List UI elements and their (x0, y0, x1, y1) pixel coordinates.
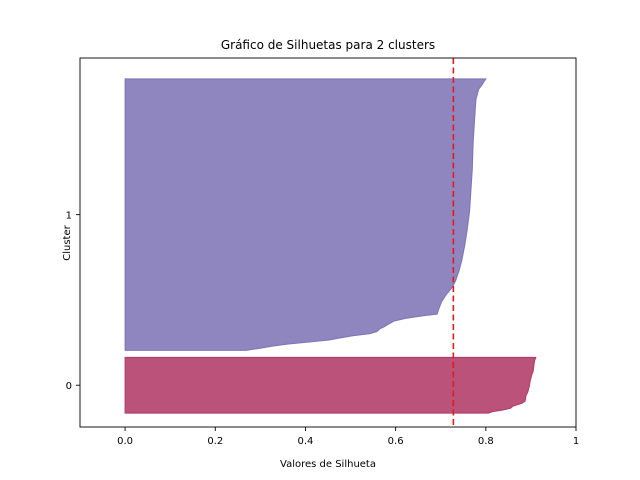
x-tick-label: 0.8 (478, 436, 494, 447)
silhouette-cluster-1 (124, 78, 487, 351)
x-tick-label: 1 (573, 436, 579, 447)
axes-frame (79, 57, 577, 428)
chart-title: Gráfico de Silhuetas para 2 clusters (221, 38, 435, 52)
y-tick-label-cluster-1: 1 (66, 211, 72, 222)
plot-area (79, 57, 577, 428)
silhouette-cluster-0 (124, 356, 537, 414)
y-axis-label: Cluster (62, 224, 73, 260)
x-tick-label: 0.4 (298, 436, 314, 447)
x-tick-label: 0.0 (117, 436, 133, 447)
x-axis-label: Valores de Silhueta (280, 459, 376, 470)
x-tick-label: 0.2 (207, 436, 223, 447)
y-tick-label-cluster-0: 0 (66, 381, 72, 392)
x-axis-ticks: 0.0 0.2 0.4 0.6 0.8 1 (117, 427, 579, 447)
y-axis-ticks: 01 (66, 211, 80, 392)
x-tick-label: 0.6 (388, 436, 404, 447)
